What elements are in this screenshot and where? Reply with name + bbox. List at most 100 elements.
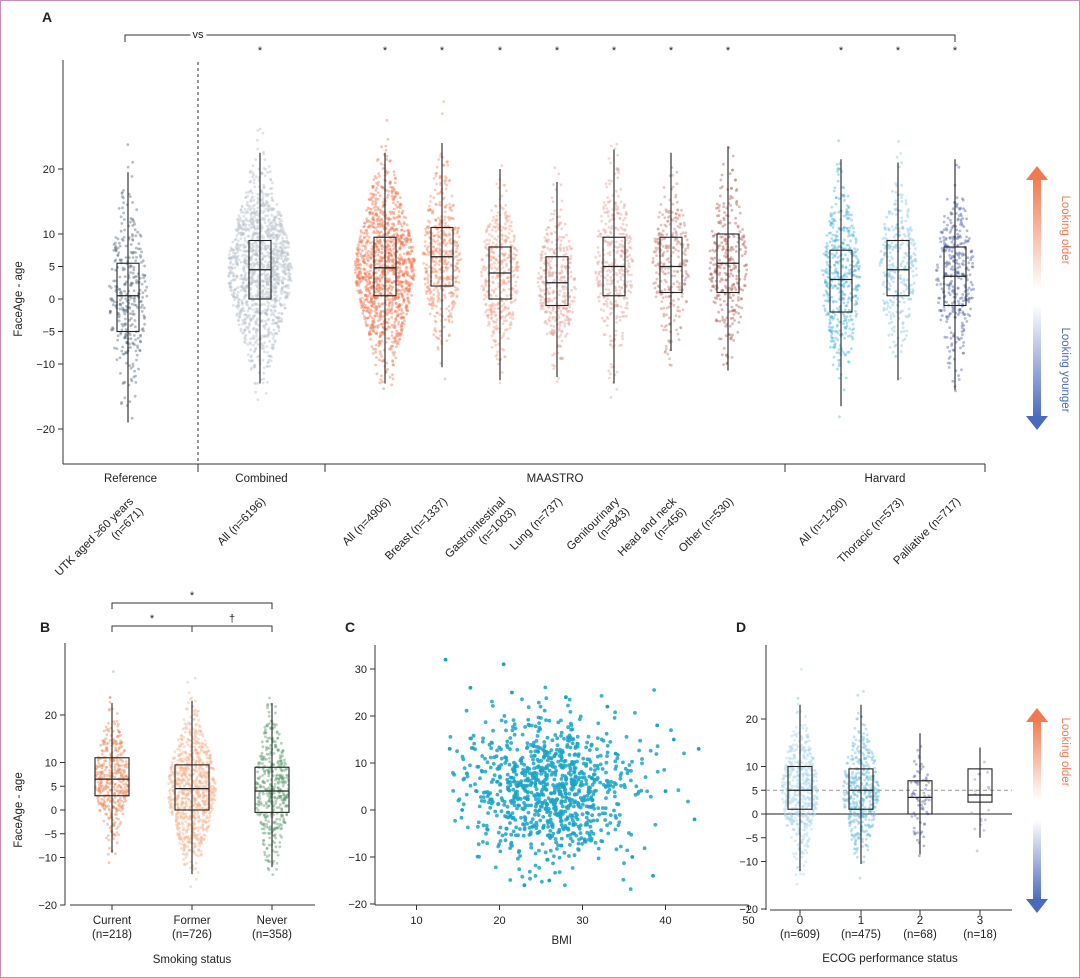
panel-a-series-0-point — [138, 348, 142, 352]
panel-a-series-1-point — [229, 279, 233, 283]
panel-a-series-2-point — [368, 198, 372, 202]
panel-a-series-0-point — [120, 401, 123, 404]
panel-a-series-5-point — [538, 294, 542, 298]
panel-a-series-3-point — [436, 239, 440, 243]
panel-a-series-1-point — [273, 321, 276, 325]
panel-a-series-1-point — [249, 226, 253, 230]
panel-a-series-3-point — [432, 333, 436, 337]
panel-a-series-8-point — [735, 274, 739, 278]
panel-a-series-0-point — [123, 282, 127, 286]
panel-a-series-3-point — [443, 377, 447, 381]
panel-a-series-5-point — [548, 315, 552, 319]
panel-a-series-2-point — [369, 257, 373, 260]
panel-a-series-2-point — [371, 217, 374, 221]
panel-a-series-6-point — [596, 250, 600, 254]
panel-a-series-2-point — [369, 337, 372, 341]
panel-a-series-2-point — [372, 178, 376, 181]
panel-a-series-0-point — [129, 250, 133, 254]
panel-a-series-3-point — [429, 200, 432, 203]
panel-a-series-0-point — [114, 285, 117, 288]
panel-a-series-6-point — [615, 388, 619, 391]
panel-a-series-0-point — [142, 329, 145, 333]
panel-a-series-8-point — [718, 297, 722, 301]
panel-a-series-6-point — [616, 169, 619, 172]
panel-a-series-8-point — [731, 299, 735, 303]
panel-a-series-1-point — [243, 340, 246, 344]
panel-a-series-2-point — [397, 320, 401, 324]
panel-a-series-1-point — [241, 222, 245, 226]
panel-a-series-7-point — [654, 281, 657, 284]
panel-a-series-1-point — [251, 195, 255, 199]
panel-a-series-1-point — [261, 216, 264, 220]
panel-a-series-6-point — [619, 253, 623, 257]
panel-a-series-0-point — [143, 273, 147, 277]
panel-a-series-3-point — [452, 303, 456, 307]
panel-a-series-2-point — [387, 337, 391, 340]
panel-a-series-5-point — [539, 304, 543, 308]
panel-a-series-1-point — [236, 250, 240, 254]
panel-a-series-6-point — [603, 302, 606, 306]
panel-a-series-1-point — [255, 243, 259, 247]
panel-a-series-1-point — [288, 276, 292, 280]
panel-a-series-3-point — [444, 318, 447, 321]
panel-a-series-6-point — [627, 262, 631, 266]
panel-a-series-1-point — [274, 233, 278, 237]
panel-a-series-4-point — [503, 355, 507, 359]
panel-a-series-1-point — [266, 318, 270, 321]
panel-a-series-6-point — [615, 321, 618, 324]
panel-a-series-1-point — [252, 272, 255, 276]
panel-a-series-2-point — [374, 201, 378, 205]
panel-a-series-1-point — [273, 264, 277, 268]
panel-a-series-2-point — [398, 261, 402, 265]
panel-a-series-3-point — [443, 182, 447, 185]
panel-a-series-2-point — [404, 305, 408, 309]
panel-a-series-3-point — [456, 288, 460, 291]
panel-a-series-7-point — [673, 227, 676, 231]
panel-a-series-6-point — [616, 292, 619, 295]
panel-a-series-1-point — [265, 309, 269, 313]
panel-a-series-2-point — [355, 282, 359, 286]
panel-a-series-1-point — [268, 222, 272, 225]
panel-a-y-tick-label: −20 — [36, 424, 55, 436]
panel-a-series-7-point — [678, 285, 682, 289]
panel-a-series-1-point — [247, 234, 251, 238]
panel-a-series-7-point — [662, 186, 666, 189]
panel-a-series-2-point — [397, 214, 401, 218]
panel-a-series-4-point — [501, 266, 505, 270]
panel-a-series-1-point — [235, 314, 239, 317]
panel-a-series-0-point — [123, 275, 127, 278]
panel-a-series-2-point — [395, 228, 399, 232]
panel-a-series-1-point — [254, 330, 258, 333]
panel-a-series-1-point — [262, 236, 265, 240]
panel-a-series-7-point — [665, 210, 668, 214]
panel-a-series-8-point — [722, 218, 726, 222]
panel-a-series-2-point — [397, 333, 401, 336]
panel-a-series-1-point — [261, 295, 265, 299]
panel-a-series-7-point — [654, 295, 658, 299]
panel-a-series-8-point — [723, 299, 726, 303]
panel-a-series-2-point — [379, 310, 383, 313]
panel-a-series-2-point — [374, 347, 377, 351]
panel-a-series-1-point — [280, 251, 284, 255]
panel-a-series-5-point — [547, 306, 551, 309]
panel-a-series-5-point — [553, 331, 556, 335]
panel-a-series-1-point — [271, 219, 275, 222]
panel-a-series-1-point — [252, 207, 256, 211]
panel-a-series-1-point — [273, 219, 276, 222]
panel-a-series-4-point — [491, 305, 494, 308]
panel-a-series-7-point — [684, 276, 688, 280]
panel-a-series-1-point — [262, 183, 265, 187]
panel-a-series-2-point — [402, 298, 406, 302]
panel-a-series-0-point — [122, 310, 126, 313]
panel-a-series-2-point — [363, 317, 367, 321]
panel-a-series-1-point — [268, 330, 272, 334]
panel-a-series-3-point — [434, 274, 438, 278]
panel-a-series-0-point — [134, 381, 138, 384]
panel-a-series-0-point — [129, 264, 132, 267]
panel-a-series-1-point — [237, 301, 241, 305]
panel-a-series-2-point — [375, 325, 379, 328]
panel-a-series-5-point — [550, 196, 554, 200]
panel-a-series-3-point — [429, 194, 432, 198]
panel-a-series-1-point — [281, 246, 285, 250]
panel-a-series-7-point — [685, 238, 689, 242]
